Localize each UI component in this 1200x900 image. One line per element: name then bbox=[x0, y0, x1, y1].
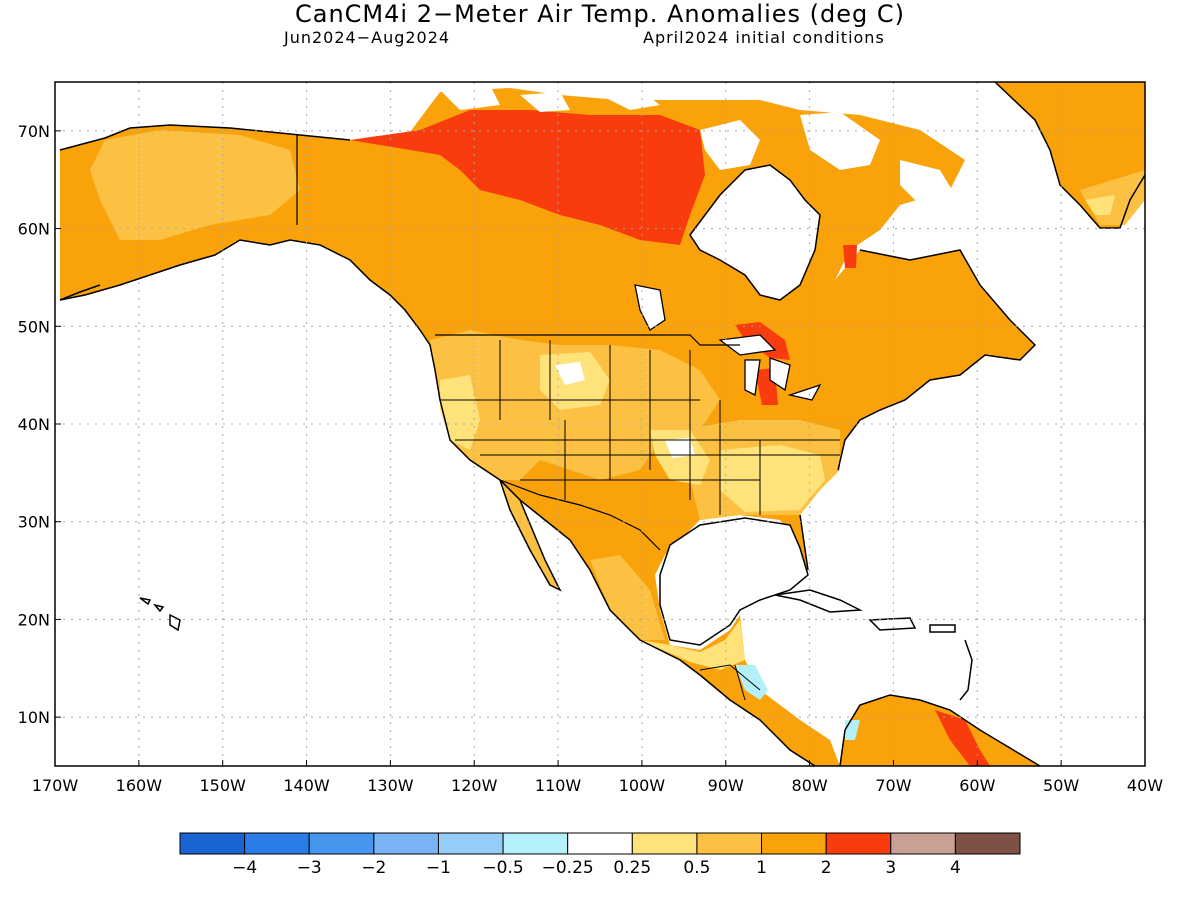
map-grid bbox=[55, 82, 1145, 766]
lon-tick-label: 160W bbox=[116, 776, 163, 795]
lon-tick-label: 90W bbox=[708, 776, 744, 795]
lon-tick-label: 140W bbox=[283, 776, 330, 795]
colorbar-label: 1 bbox=[756, 858, 767, 878]
map-fields bbox=[59, 82, 1145, 766]
colorbar-swatch bbox=[761, 832, 827, 855]
colorbar-swatch bbox=[308, 832, 375, 855]
lon-tick-label: 60W bbox=[959, 776, 995, 795]
colorbar-swatch bbox=[631, 832, 698, 855]
lon-tick-label: 130W bbox=[367, 776, 414, 795]
colorbar-label: −0.25 bbox=[542, 858, 594, 878]
lon-tick-label: 120W bbox=[451, 776, 498, 795]
lat-tick-label: 40N bbox=[18, 415, 50, 434]
map-axes: 170W 160W 150W 140W 130W 120W 110W 100W 90W 80W 70… bbox=[18, 122, 1164, 795]
lon-tick-label: 100W bbox=[619, 776, 666, 795]
forecast-period: Jun2024−Aug2024 bbox=[284, 28, 451, 47]
colorbar-swatch bbox=[179, 832, 246, 855]
colorbar-label: −1 bbox=[426, 858, 451, 878]
lon-tick-label: 50W bbox=[1043, 776, 1079, 795]
lat-tick-label: 50N bbox=[18, 317, 50, 336]
colorbar-label: −2 bbox=[361, 858, 386, 878]
lat-tick-label: 20N bbox=[18, 610, 50, 629]
colorbar: −4 −3 −2 −1 −0.5 −0.25 0.25 0.5 1 2 3 4 bbox=[179, 832, 1021, 878]
lat-tick-label: 10N bbox=[18, 708, 50, 727]
colorbar-swatch bbox=[825, 832, 892, 855]
lat-tick-label: 30N bbox=[18, 513, 50, 532]
initial-conditions: April2024 initial conditions bbox=[643, 28, 885, 47]
lat-tick-label: 60N bbox=[18, 220, 50, 239]
colorbar-swatch bbox=[437, 832, 504, 855]
colorbar-label: 0.5 bbox=[683, 858, 710, 878]
colorbar-label: −4 bbox=[232, 858, 257, 878]
colorbar-swatch bbox=[373, 832, 439, 855]
colorbar-label: 0.25 bbox=[613, 858, 651, 878]
colorbar-label: −3 bbox=[297, 858, 322, 878]
lon-tick-label: 170W bbox=[32, 776, 79, 795]
colorbar-swatch bbox=[567, 832, 633, 855]
hudson-bay bbox=[689, 164, 821, 301]
lon-tick-label: 40W bbox=[1127, 776, 1163, 795]
lon-tick-label: 150W bbox=[200, 776, 247, 795]
colorbar-swatch bbox=[502, 832, 569, 855]
gulf-of-mexico bbox=[659, 517, 809, 646]
colorbar-label: 2 bbox=[821, 858, 832, 878]
colorbar-swatch bbox=[890, 832, 956, 855]
colorbar-label: 4 bbox=[950, 858, 961, 878]
colorbar-label: −0.5 bbox=[482, 858, 523, 878]
lon-tick-label: 80W bbox=[792, 776, 828, 795]
map-title: CanCM4i 2−Meter Air Temp. Anomalies (deg… bbox=[294, 0, 905, 28]
lat-tick-label: 70N bbox=[18, 122, 50, 141]
colorbar-swatch bbox=[696, 832, 763, 855]
lon-tick-label: 70W bbox=[875, 776, 911, 795]
colorbar-label: 3 bbox=[885, 858, 896, 878]
colorbar-swatch bbox=[244, 832, 310, 855]
lon-tick-label: 110W bbox=[535, 776, 582, 795]
colorbar-swatch bbox=[954, 832, 1021, 855]
south-america-land bbox=[840, 695, 1040, 766]
